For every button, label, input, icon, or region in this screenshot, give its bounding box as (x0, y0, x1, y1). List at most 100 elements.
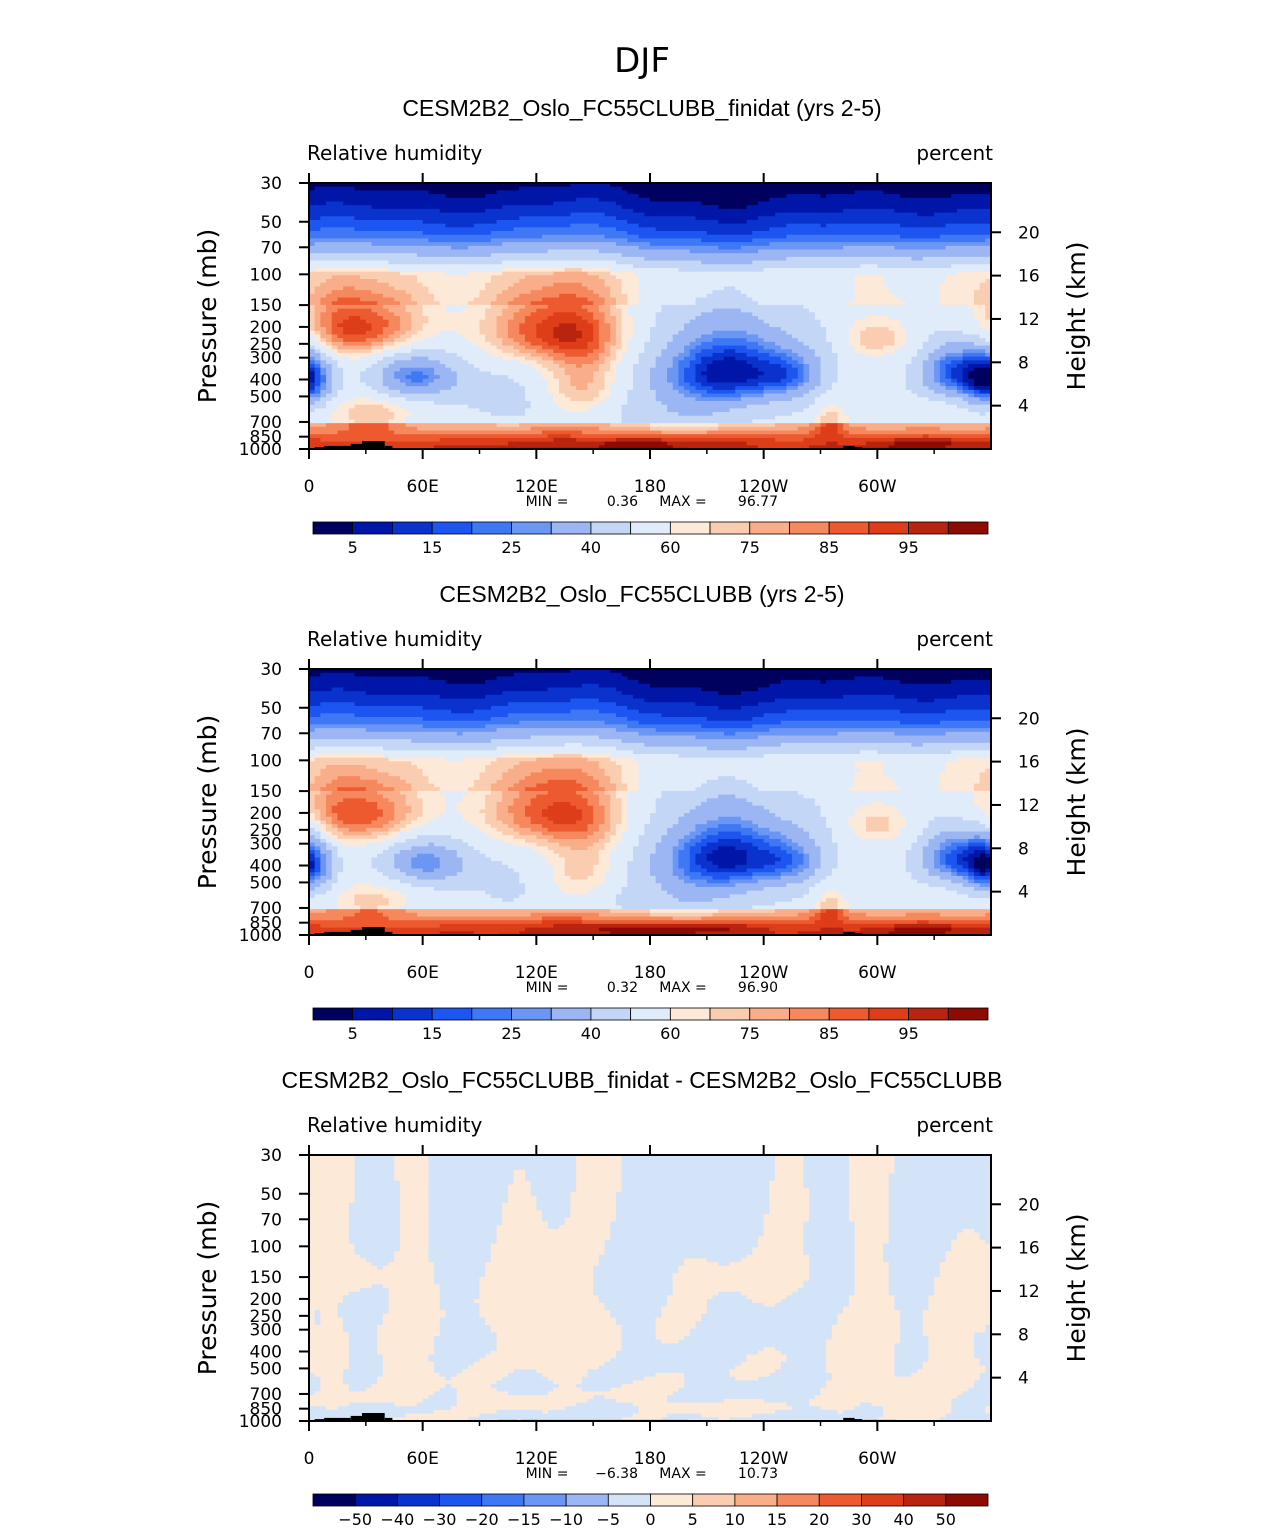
contour-cell (945, 279, 986, 284)
contour-cell (689, 868, 708, 873)
contour-cell (610, 757, 634, 762)
contour-cell (610, 853, 634, 859)
stats-max-value: 96.77 (738, 494, 778, 510)
contour-cell (610, 816, 623, 822)
contour-cell (667, 1395, 816, 1400)
contour-cell (922, 1317, 992, 1322)
contour-cell (644, 827, 668, 833)
contour-cell (746, 850, 770, 855)
contour-cell (405, 824, 424, 829)
contour-cell (331, 327, 344, 332)
contour-cell (888, 327, 907, 332)
contour-cell (968, 842, 986, 847)
contour-cell (309, 1258, 367, 1263)
contour-cell (309, 802, 316, 807)
contour-cell (365, 787, 395, 792)
contour-cell (945, 386, 958, 391)
contour-cell (343, 338, 367, 343)
contour-cell (309, 702, 321, 707)
colorbar-box (789, 521, 830, 535)
colorbar-box (630, 521, 671, 535)
contour-cell (701, 360, 714, 365)
contour-cell (604, 301, 617, 306)
contour-cell (394, 360, 441, 365)
contour-cell (820, 809, 856, 814)
contour-cell (439, 790, 469, 796)
contour-cell (848, 824, 867, 829)
contour-cell (928, 1343, 975, 1348)
contour-cell (667, 371, 680, 376)
contour-cell (314, 338, 321, 343)
contour-cell (309, 923, 321, 929)
contour-cell (496, 1239, 606, 1245)
contour-cell (746, 330, 787, 336)
contour-cell (326, 809, 333, 814)
contour-cell (968, 382, 975, 387)
contour-cell (973, 290, 992, 295)
contour-cell (757, 702, 992, 707)
contour-cell (826, 1343, 895, 1348)
contour-cell (735, 349, 759, 354)
contour-cell (712, 898, 793, 903)
contour-cell (360, 297, 395, 302)
contour-cell (604, 772, 623, 777)
contour-cell (530, 341, 549, 347)
contour-cell (331, 316, 350, 321)
contour-cell (439, 694, 486, 700)
contour-cell (610, 1310, 662, 1315)
contour-cell (678, 838, 691, 844)
contour-cell (695, 853, 708, 859)
contour-cell (485, 1269, 594, 1274)
contour-cell (610, 393, 628, 398)
contour-cell (382, 1313, 446, 1319)
contour-cell (621, 768, 640, 774)
contour-cell (530, 312, 554, 317)
contour-cell (621, 691, 719, 696)
contour-cell (314, 316, 321, 321)
y-tick-label: 70 (260, 238, 282, 258)
contour-cell (434, 816, 464, 822)
contour-cell (604, 1247, 753, 1252)
contour-cell (905, 367, 924, 373)
contour-cell (775, 931, 799, 936)
contour-cell (973, 783, 992, 788)
contour-cell (496, 1380, 554, 1385)
contour-cell (314, 349, 321, 354)
contour-cell (309, 216, 321, 221)
contour-cell (434, 1269, 486, 1274)
contour-cell (365, 728, 498, 733)
contour-cell (428, 1225, 498, 1230)
contour-cell (371, 352, 395, 358)
contour-cell (496, 809, 509, 814)
contour-cell (809, 367, 822, 373)
contour-cell (593, 338, 600, 343)
contour-cell (399, 323, 412, 328)
contour-cell (428, 1247, 492, 1252)
contour-cell (684, 345, 697, 350)
contour-cell (621, 323, 634, 328)
contour-cell (320, 1313, 339, 1319)
contour-cell (479, 850, 537, 855)
contour-cell (803, 1232, 856, 1237)
contour-cell (462, 816, 486, 822)
contour-cell (343, 319, 367, 324)
contour-cell (547, 779, 577, 785)
contour-cell (826, 1347, 895, 1352)
contour-cell (757, 831, 782, 836)
contour-cell (559, 404, 594, 409)
contour-cell (593, 323, 600, 328)
contour-cell (962, 349, 986, 354)
contour-cell (388, 1288, 441, 1293)
contour-cell (939, 356, 947, 361)
contour-cell (650, 816, 680, 822)
contour-cell (922, 1310, 992, 1315)
contour-cell (456, 850, 481, 855)
contour-cell (621, 356, 640, 361)
contour-cell (428, 1180, 515, 1186)
colorbar-box (789, 1007, 830, 1021)
contour-cell (320, 1321, 344, 1326)
contour-cell (422, 304, 446, 310)
contour-cell (661, 883, 697, 888)
contour-cell (343, 1324, 378, 1330)
contour-cell (837, 846, 913, 851)
